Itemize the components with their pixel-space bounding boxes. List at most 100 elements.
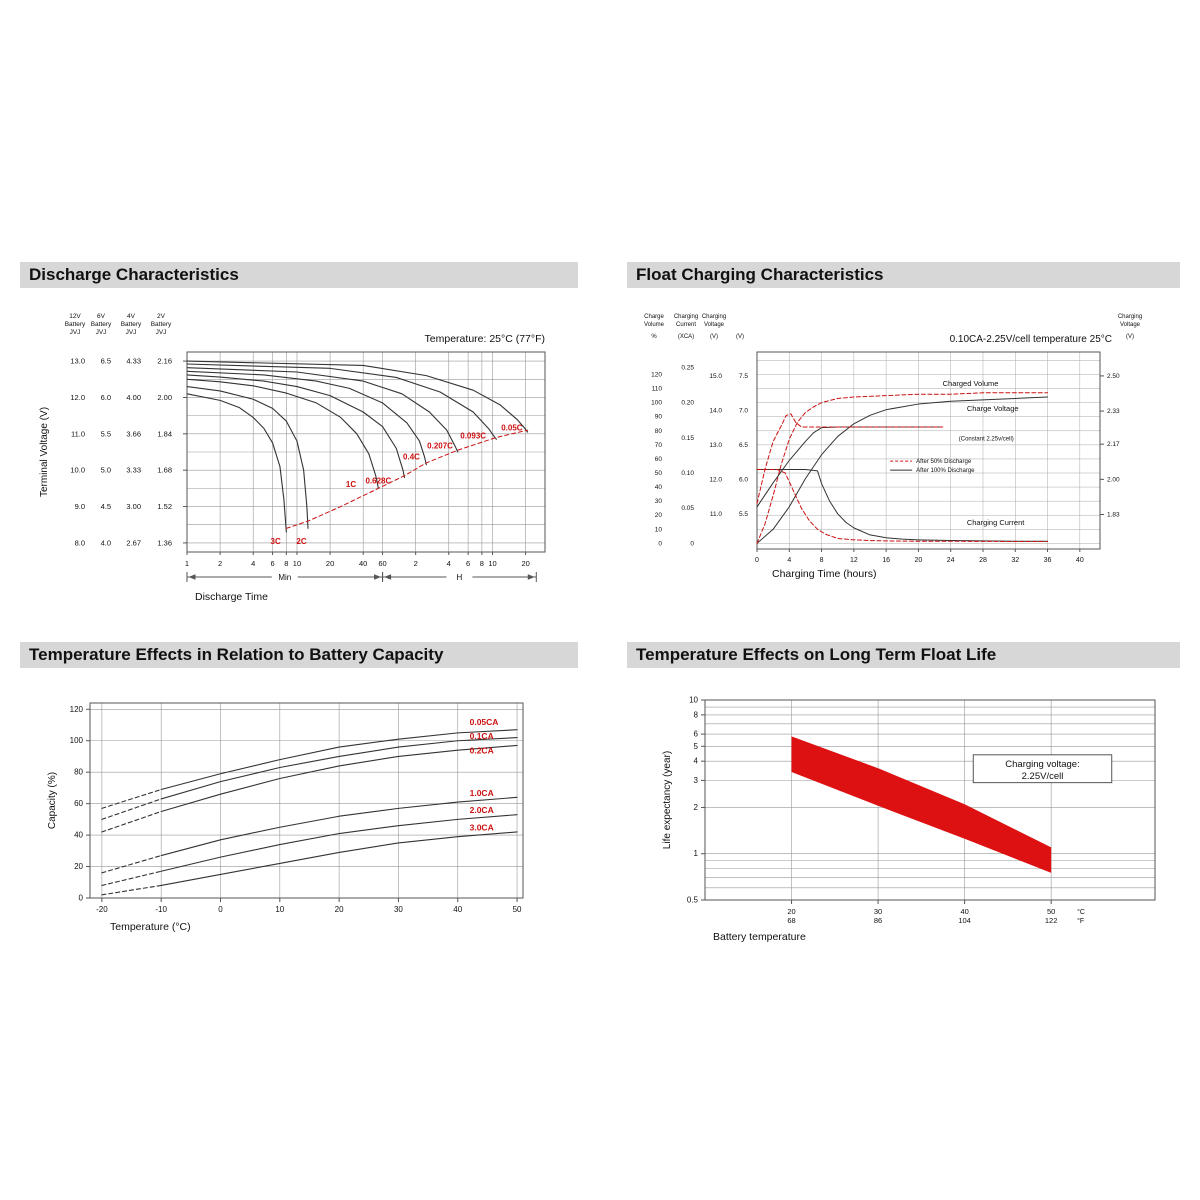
svg-text:6: 6 (466, 559, 470, 568)
svg-text:30: 30 (874, 907, 882, 916)
svg-text:2.67: 2.67 (126, 538, 141, 547)
svg-text:%: % (651, 334, 657, 340)
svg-text:4.33: 4.33 (126, 357, 141, 366)
svg-text:8: 8 (284, 559, 288, 568)
svg-text:(V): (V) (1126, 334, 1134, 340)
svg-text:0: 0 (79, 894, 84, 903)
svg-text:8.0: 8.0 (75, 538, 85, 547)
svg-text:2C: 2C (296, 537, 306, 546)
float-charging-chart: ChargeVolume%120110100908070605040302010… (622, 292, 1187, 612)
svg-text:20: 20 (335, 905, 344, 914)
svg-text:Charging Time (hours): Charging Time (hours) (772, 568, 876, 580)
svg-text:4: 4 (787, 557, 791, 564)
svg-text:122: 122 (1045, 916, 1058, 925)
svg-text:10: 10 (293, 559, 301, 568)
svg-text:15.0: 15.0 (709, 373, 722, 380)
svg-text:9.0: 9.0 (75, 502, 85, 511)
svg-text:Min: Min (278, 573, 291, 582)
svg-text:2: 2 (694, 803, 699, 812)
svg-text:12.0: 12.0 (70, 393, 85, 402)
svg-text:50: 50 (513, 905, 522, 914)
svg-text:6.5: 6.5 (101, 357, 111, 366)
svg-text:Current: Current (676, 322, 696, 328)
svg-text:20: 20 (521, 559, 529, 568)
svg-text:20: 20 (787, 907, 795, 916)
svg-text:13.0: 13.0 (709, 442, 722, 449)
svg-text:-10: -10 (155, 905, 167, 914)
svg-text:12: 12 (850, 557, 858, 564)
svg-text:6: 6 (694, 730, 699, 739)
svg-text:Volume: Volume (644, 322, 665, 328)
svg-text:2.33: 2.33 (1107, 408, 1120, 415)
svg-text:2.16: 2.16 (157, 357, 172, 366)
section-title-temp-capacity: Temperature Effects in Relation to Batte… (20, 642, 578, 668)
svg-text:Battery: Battery (151, 321, 172, 328)
svg-text:2V: 2V (157, 313, 166, 320)
svg-text:Capacity (%): Capacity (%) (47, 772, 58, 829)
svg-text:14.0: 14.0 (709, 407, 722, 414)
svg-text:10: 10 (655, 526, 663, 533)
svg-text:Voltage: Voltage (704, 322, 725, 328)
svg-text:Terminal Voltage (V): Terminal Voltage (V) (39, 407, 50, 497)
svg-text:3C: 3C (271, 537, 281, 546)
svg-text:90: 90 (655, 414, 663, 421)
svg-text:1.52: 1.52 (157, 502, 172, 511)
svg-text:0.05CA: 0.05CA (470, 717, 499, 727)
svg-text:12V: 12V (69, 313, 81, 320)
svg-text:3.0CA: 3.0CA (470, 822, 494, 832)
svg-text:20: 20 (915, 557, 923, 564)
svg-text:0: 0 (218, 905, 223, 914)
svg-text:8: 8 (694, 710, 699, 719)
svg-text:H: H (457, 573, 463, 582)
svg-text:Battery: Battery (121, 321, 142, 328)
svg-text:1C: 1C (346, 480, 356, 489)
svg-text:After 100% Discharge: After 100% Discharge (916, 468, 975, 474)
temp-capacity-chart: 0 20 40 60 80 100 120 -20 -10 0 10 20 30 40 50 Temperat… (15, 675, 580, 965)
svg-text:6.0: 6.0 (739, 476, 748, 483)
section-title-float-charging: Float Charging Characteristics (627, 262, 1180, 288)
svg-text:60: 60 (74, 799, 83, 808)
svg-text:°C: °C (1077, 908, 1085, 916)
svg-text:6.0: 6.0 (101, 393, 111, 402)
svg-text:5.5: 5.5 (101, 429, 111, 438)
svg-text:20: 20 (326, 559, 334, 568)
svg-text:JVJ: JVJ (156, 329, 167, 336)
svg-text:3: 3 (694, 776, 699, 785)
svg-text:0.05C: 0.05C (501, 423, 523, 432)
svg-text:5: 5 (694, 742, 699, 751)
svg-text:1: 1 (185, 559, 189, 568)
svg-text:0.4C: 0.4C (403, 452, 420, 461)
svg-text:13.0: 13.0 (70, 357, 85, 366)
svg-text:0.207C: 0.207C (427, 441, 453, 450)
svg-text:86: 86 (874, 916, 882, 925)
svg-text:10.0: 10.0 (70, 466, 85, 475)
svg-text:Battery: Battery (91, 321, 112, 328)
svg-text:Charging: Charging (702, 314, 726, 320)
svg-text:4V: 4V (127, 313, 136, 320)
svg-text:0: 0 (658, 540, 662, 547)
svg-text:100: 100 (70, 736, 84, 745)
svg-text:Life expectancy (year): Life expectancy (year) (662, 751, 673, 849)
svg-text:32: 32 (1011, 557, 1019, 564)
svg-text:16: 16 (882, 557, 890, 564)
svg-text:Charging Current: Charging Current (967, 518, 1025, 527)
svg-text:0.5: 0.5 (687, 896, 699, 905)
svg-text:0.093C: 0.093C (460, 432, 486, 441)
svg-text:6.5: 6.5 (739, 442, 748, 449)
svg-text:4: 4 (694, 757, 699, 766)
svg-text:40: 40 (359, 559, 367, 568)
svg-text:100: 100 (651, 400, 662, 407)
svg-text:20: 20 (655, 512, 663, 519)
discharge-chart: 12VBatteryJVJ13.012.011.010.09.08.06VBat… (15, 292, 580, 612)
svg-text:40: 40 (453, 905, 462, 914)
svg-text:2.00: 2.00 (1107, 476, 1120, 483)
svg-text:30: 30 (655, 498, 663, 505)
svg-text:10: 10 (689, 696, 698, 705)
svg-text:Charging voltage:: Charging voltage: (1005, 759, 1079, 770)
svg-text:Charged Volume: Charged Volume (943, 379, 999, 388)
svg-text:2.00: 2.00 (157, 393, 172, 402)
svg-text:°F: °F (1077, 917, 1084, 925)
svg-text:10: 10 (488, 559, 496, 568)
svg-text:Charging: Charging (1118, 314, 1142, 320)
